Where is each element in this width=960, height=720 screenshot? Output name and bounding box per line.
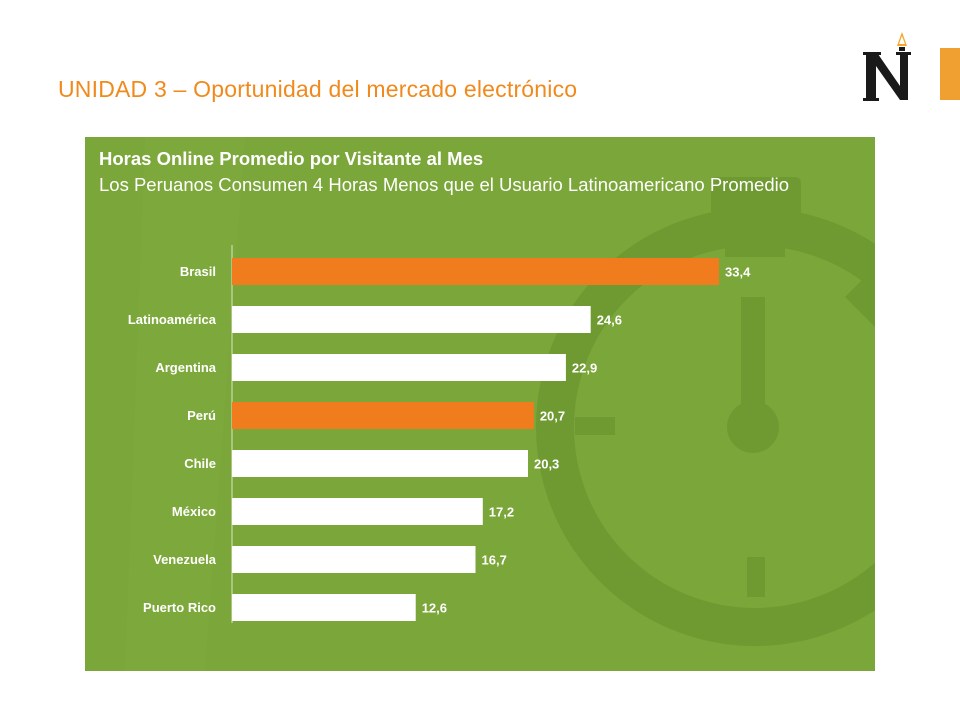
category-label: Puerto Rico <box>143 600 216 615</box>
value-label: 22,9 <box>572 361 597 376</box>
value-label: 24,6 <box>597 313 622 328</box>
bar-argentina <box>232 354 566 381</box>
chart-panel: Horas Online Promedio por Visitante al M… <box>85 137 875 671</box>
chart-title: Horas Online Promedio por Visitante al M… <box>99 148 484 169</box>
category-label: Argentina <box>155 360 216 375</box>
bar-latinoamérica <box>232 306 591 333</box>
value-label: 17,2 <box>489 505 514 520</box>
value-label: 12,6 <box>422 601 447 616</box>
stopwatch-icon <box>125 137 875 671</box>
category-label: México <box>172 504 216 519</box>
bar-venezuela <box>232 546 476 573</box>
value-label: 20,3 <box>534 457 559 472</box>
bar-brasil <box>232 258 719 285</box>
bar-méxico <box>232 498 483 525</box>
category-label: Chile <box>184 456 216 471</box>
side-accent-bar <box>940 48 960 100</box>
bar-chile <box>232 450 528 477</box>
category-label: Latinoamérica <box>128 312 217 327</box>
chart-subtitle: Los Peruanos Consumen 4 Horas Menos que … <box>99 174 790 195</box>
category-label: Brasil <box>180 264 216 279</box>
value-label: 33,4 <box>725 265 751 280</box>
bar-chart: Brasil 33,4 Latinoamérica 24,6 Argentina 22,9… <box>128 245 751 623</box>
university-logo-n-icon <box>863 32 911 101</box>
bar-perú <box>232 402 534 429</box>
bar-puerto-rico <box>232 594 416 621</box>
category-label: Venezuela <box>153 552 217 567</box>
value-label: 16,7 <box>482 553 507 568</box>
value-label: 20,7 <box>540 409 565 424</box>
category-label: Perú <box>187 408 216 423</box>
slide-title: UNIDAD 3 – Oportunidad del mercado elect… <box>58 76 578 102</box>
